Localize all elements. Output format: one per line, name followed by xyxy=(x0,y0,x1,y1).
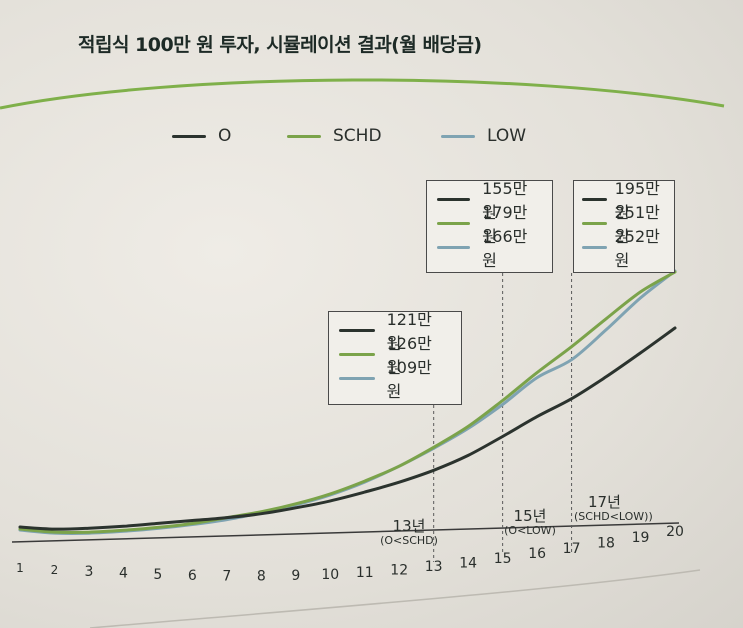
box-17-value-o: 195만 원 xyxy=(614,179,660,222)
x-tick-label: 4 xyxy=(119,566,128,582)
x-tick-label: 14 xyxy=(459,555,477,571)
annotation-label-17: 17년 (SCHD<LOW)) xyxy=(574,494,670,523)
box-13-row-low: 109만 원 xyxy=(339,358,451,401)
box-15-row-schd: 179만 원 xyxy=(437,203,542,246)
series-lines xyxy=(18,269,677,535)
box-15-value-schd: 179만 원 xyxy=(482,203,528,246)
box-17-row-low: 252만 원 xyxy=(582,227,668,270)
x-tick-label: 15 xyxy=(494,551,512,567)
x-tick-label: 16 xyxy=(528,546,546,562)
legend-label-low: LOW xyxy=(487,126,527,146)
annotation-label-13: 13년 (O<SCHD) xyxy=(364,518,454,547)
x-tick-label: 11 xyxy=(356,565,374,581)
legend-label-o: O xyxy=(218,126,232,146)
box-13-swatch-low xyxy=(339,376,375,380)
box-17-swatch-o xyxy=(582,197,607,201)
annotation-box-15: 155만 원 179만 원 166만 원 xyxy=(426,179,553,273)
box-13-value-low: 109만 원 xyxy=(386,358,432,401)
annotation-17-note: (SCHD<LOW)) xyxy=(574,509,653,523)
x-tick-label: 5 xyxy=(153,567,162,583)
chart-title: 적립식 100만 원 투자, 시뮬레이션 결과(월 배당금) xyxy=(78,34,482,56)
box-17-swatch-schd xyxy=(582,221,607,225)
x-tick-label: 18 xyxy=(597,535,615,551)
annotation-15-year: 15년 xyxy=(513,507,547,525)
annotation-label-15: 15년 (O<LOW) xyxy=(490,508,570,537)
bottom-arc xyxy=(89,569,701,628)
legend-swatch-o xyxy=(172,134,206,138)
box-13-swatch-o xyxy=(339,328,375,332)
x-tick-label: 1 xyxy=(16,561,24,575)
x-tick-label: 12 xyxy=(390,562,408,578)
x-tick-label: 3 xyxy=(84,564,93,580)
box-15-value-low: 166만 원 xyxy=(482,227,528,270)
x-tick-label: 10 xyxy=(321,567,339,583)
box-13-swatch-schd xyxy=(339,352,375,356)
box-13-value-o: 121만 원 xyxy=(386,310,432,353)
x-tick-label: 6 xyxy=(188,568,197,584)
box-17-value-low: 252만 원 xyxy=(614,227,660,270)
box-17-row-schd: 251만 원 xyxy=(582,203,668,246)
box-15-swatch-schd xyxy=(437,221,471,225)
annotation-15-note: (O<LOW) xyxy=(504,523,556,537)
legend-item-schd: SCHD xyxy=(287,124,382,148)
annotation-lines xyxy=(433,273,573,562)
annotation-box-13: 121만 원 126만 원 109만 원 xyxy=(328,310,462,405)
box-15-row-o: 155만 원 xyxy=(437,179,542,222)
series-line-o xyxy=(18,326,677,531)
box-17-row-o: 195만 원 xyxy=(582,179,668,222)
x-tick-label: 2 xyxy=(51,563,59,577)
x-tick-label: 19 xyxy=(632,530,650,546)
box-13-row-o: 121만 원 xyxy=(339,310,451,353)
box-13-row-schd: 126만 원 xyxy=(339,334,451,377)
annotation-17-year: 17년 xyxy=(588,493,621,511)
box-17-value-schd: 251만 원 xyxy=(614,203,660,246)
box-15-row-low: 166만 원 xyxy=(437,227,542,270)
legend-item-o: O xyxy=(172,124,231,148)
annotation-box-17: 195만 원 251만 원 252만 원 xyxy=(573,179,675,273)
box-17-swatch-low xyxy=(582,245,607,249)
annotation-13-note: (O<SCHD) xyxy=(380,533,438,547)
title-arc xyxy=(0,78,725,110)
x-tick-label: 9 xyxy=(291,568,300,584)
legend-label-schd: SCHD xyxy=(333,126,382,146)
box-15-swatch-low xyxy=(437,245,471,249)
x-tick-label: 13 xyxy=(425,559,443,575)
annotation-13-year: 13년 xyxy=(392,517,426,535)
x-tick-label: 8 xyxy=(257,569,266,585)
x-axis-line xyxy=(11,522,680,543)
series-line-schd xyxy=(18,270,677,534)
box-15-swatch-o xyxy=(437,197,471,201)
x-axis: 1 2 3 4 5 6 7 8 9 10 11 12 13 14 15 16 17 18 19 20 xyxy=(11,522,684,585)
box-13-value-schd: 126만 원 xyxy=(386,334,432,377)
legend-swatch-low xyxy=(441,134,475,138)
x-tick-label: 7 xyxy=(222,569,231,585)
legend-item-low: LOW xyxy=(441,124,526,148)
x-tick-label: 20 xyxy=(666,524,684,540)
box-15-value-o: 155만 원 xyxy=(482,179,528,222)
legend-swatch-schd xyxy=(287,134,321,138)
